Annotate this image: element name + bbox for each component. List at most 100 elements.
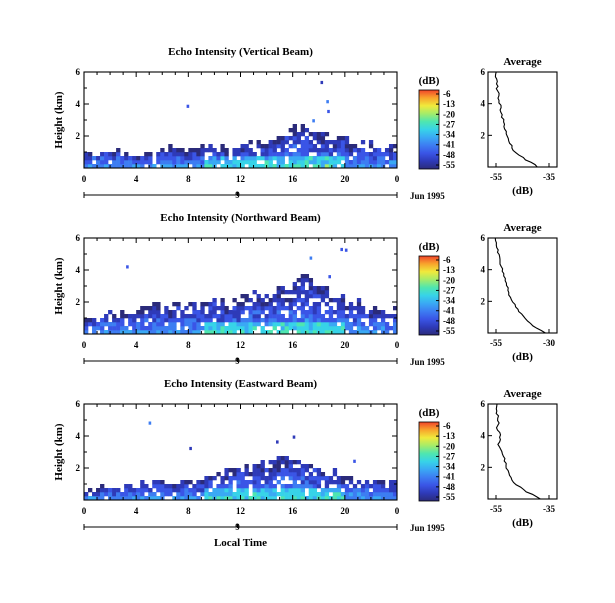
heatmap-cell — [348, 496, 354, 501]
heatmap-cell — [296, 492, 301, 497]
heatmap-cell — [92, 496, 97, 501]
heatmap-cell — [353, 459, 356, 463]
heatmap-cell — [224, 152, 229, 157]
heatmap-cell — [304, 298, 310, 303]
heatmap-cell — [272, 152, 277, 157]
heatmap-cell — [256, 294, 261, 299]
heatmap-cell — [268, 314, 273, 319]
heatmap-cell — [216, 322, 221, 327]
heatmap-cell — [276, 136, 281, 141]
heatmap-cell — [304, 140, 310, 145]
heatmap-cell — [200, 310, 205, 315]
heatmap-cell — [344, 496, 350, 501]
heatmap-cell — [88, 318, 93, 323]
heatmap-cell — [196, 484, 201, 489]
heatmap-cell — [248, 326, 253, 331]
heatmap-cell — [208, 306, 213, 311]
heatmap-cell — [312, 160, 318, 165]
heatmap-cell — [372, 322, 378, 327]
heatmap-cell — [300, 464, 305, 469]
heatmap-cell — [304, 322, 310, 327]
heatmap-cell — [168, 152, 173, 157]
heatmap-cell — [268, 318, 273, 323]
heatmap-cell — [300, 290, 305, 295]
heatmap-cell — [356, 160, 362, 165]
average-frame — [487, 71, 558, 168]
heatmap-cell — [320, 80, 324, 85]
heatmap-cell — [208, 330, 213, 335]
heatmap-cell — [236, 326, 241, 331]
heatmap-cell — [384, 326, 390, 331]
heatmap-cell — [372, 156, 378, 161]
heatmap-cell — [236, 488, 241, 493]
average-title: Average — [503, 56, 541, 68]
heatmap-cell — [156, 156, 161, 161]
heatmap-cell — [212, 148, 217, 153]
heatmap-cell — [340, 326, 346, 331]
heatmap-cell — [296, 148, 301, 153]
heatmap-cell — [232, 310, 237, 315]
heatmap-cell — [312, 144, 318, 149]
heatmap-cell — [192, 302, 197, 307]
x-tick-label: 0 — [395, 506, 400, 516]
heatmap-cell — [208, 318, 213, 323]
heatmap-cell — [128, 314, 133, 319]
heatmap-cell — [252, 152, 257, 157]
heatmap-cell — [308, 476, 314, 481]
heatmap-cell — [232, 318, 237, 323]
heatmap-cell — [328, 310, 334, 315]
heatmap-cell — [316, 472, 322, 477]
y-axis: 2 4 6 — [76, 67, 397, 153]
heatmap-cell — [96, 160, 101, 165]
heatmap-cell — [324, 492, 330, 497]
heatmap-cell — [228, 476, 233, 481]
heatmap-cell — [256, 140, 261, 145]
heatmap-cell — [248, 140, 253, 145]
heatmap-cell — [172, 302, 177, 307]
heatmap-cell — [284, 326, 289, 331]
heatmap-cell — [180, 330, 185, 335]
heatmap-cell — [372, 488, 378, 493]
heatmap-cell — [212, 314, 217, 319]
heatmap-cell — [220, 302, 225, 307]
heatmap-cell — [376, 484, 382, 489]
heatmap-cell — [300, 468, 305, 473]
heatmap-cell — [280, 468, 285, 473]
heatmap-cell — [252, 322, 257, 327]
heatmap-cell — [324, 148, 330, 153]
heatmap-cell — [100, 156, 105, 161]
heatmap-cell — [268, 322, 273, 327]
heatmap-cell — [292, 484, 297, 489]
heatmap-cell — [276, 160, 281, 165]
heatmap-cell — [264, 318, 269, 323]
heatmap-cell — [140, 322, 145, 327]
heatmap-cell — [312, 496, 318, 501]
heatmap-cell — [128, 488, 133, 493]
heatmap-cell — [324, 326, 330, 331]
heatmap-cell — [352, 156, 358, 161]
heatmap-cell — [392, 156, 398, 161]
heatmap-cell — [292, 492, 297, 497]
heatmap-cell — [372, 164, 378, 169]
heatmap-cell — [372, 326, 378, 331]
heatmap-cell — [120, 156, 125, 161]
heatmap-cell — [160, 484, 165, 489]
heatmap-cell — [284, 488, 289, 493]
heatmap-cell — [312, 480, 318, 485]
heatmap-cell — [388, 314, 394, 319]
heatmap-cell — [100, 318, 105, 323]
heatmap-cell — [128, 484, 133, 489]
heatmap-cell — [188, 318, 193, 323]
heatmap-cell — [304, 156, 310, 161]
heatmap-cell — [148, 322, 153, 327]
heatmap-cell — [184, 152, 189, 157]
heatmap-cell — [300, 330, 305, 335]
y-tick-label: 4 — [76, 431, 81, 441]
heatmap-cell — [168, 314, 173, 319]
heatmap-cell — [240, 472, 245, 477]
heatmap-cell — [200, 144, 205, 149]
heatmap-cell — [320, 326, 326, 331]
heatmap-cell — [144, 330, 149, 335]
heatmap-cell — [152, 306, 157, 311]
heatmap-cell — [240, 144, 245, 149]
